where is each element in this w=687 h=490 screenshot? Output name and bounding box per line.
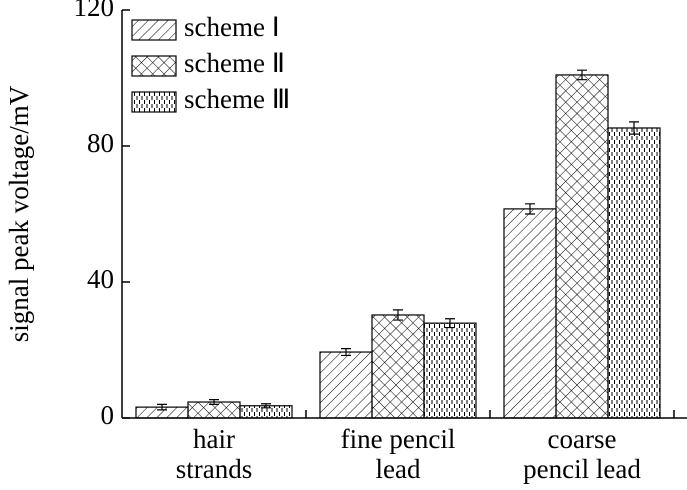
bar [555, 74, 609, 419]
error-bar [393, 309, 403, 321]
bar [371, 314, 425, 419]
legend-label: scheme Ⅰ [184, 12, 280, 42]
x-tick-label: pencil lead [523, 454, 641, 484]
error-bar [341, 348, 351, 357]
error-bar [525, 203, 535, 215]
error-bar [261, 403, 271, 409]
x-tick-label: hair [193, 424, 235, 454]
error-bar [209, 399, 219, 405]
y-axis-label: signal peak voltage/mV [4, 85, 34, 342]
y-tick-label: 0 [101, 400, 115, 430]
x-tick-label: coarse [548, 424, 617, 454]
x-tick-label: lead [376, 454, 421, 484]
error-bar [157, 403, 167, 411]
error-bar [629, 121, 639, 135]
x-tick-label: strands [176, 454, 253, 484]
legend-label: scheme Ⅱ [184, 48, 285, 78]
legend-swatch [131, 55, 177, 77]
y-tick-label: 40 [87, 264, 114, 294]
legend-swatch [131, 19, 177, 41]
legend-label: scheme Ⅲ [184, 84, 290, 114]
bar [503, 208, 557, 419]
bar [319, 351, 373, 419]
x-tick-label: fine pencil [341, 424, 456, 454]
error-bar [577, 69, 587, 81]
error-bar [445, 318, 455, 329]
bar [607, 127, 661, 419]
y-tick-label: 120 [74, 0, 115, 22]
y-tick-label: 80 [87, 128, 114, 158]
bar [423, 322, 477, 419]
legend-swatch [131, 91, 177, 113]
